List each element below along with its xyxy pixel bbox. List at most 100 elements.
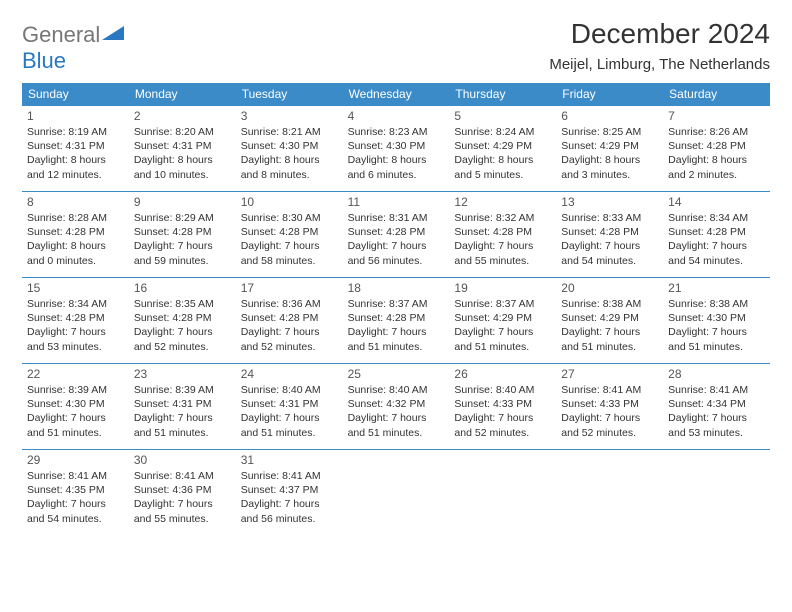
daylight-text-2: and 3 minutes. [561, 168, 658, 182]
daylight-text-1: Daylight: 7 hours [348, 325, 445, 339]
day-header: Monday [129, 83, 236, 105]
daylight-text-1: Daylight: 7 hours [134, 411, 231, 425]
empty-cell [343, 449, 450, 535]
day-number: 21 [668, 281, 765, 295]
sunrise-text: Sunrise: 8:37 AM [348, 297, 445, 311]
day-cell: 4Sunrise: 8:23 AMSunset: 4:30 PMDaylight… [343, 105, 450, 191]
day-cell: 5Sunrise: 8:24 AMSunset: 4:29 PMDaylight… [449, 105, 556, 191]
daylight-text-2: and 55 minutes. [134, 512, 231, 526]
sunset-text: Sunset: 4:30 PM [348, 139, 445, 153]
daylight-text-1: Daylight: 7 hours [241, 239, 338, 253]
day-number: 19 [454, 281, 551, 295]
sunrise-text: Sunrise: 8:23 AM [348, 125, 445, 139]
daylight-text-1: Daylight: 7 hours [348, 411, 445, 425]
day-number: 9 [134, 195, 231, 209]
daylight-text-1: Daylight: 7 hours [561, 411, 658, 425]
sunrise-text: Sunrise: 8:20 AM [134, 125, 231, 139]
empty-cell [556, 449, 663, 535]
day-number: 1 [27, 109, 124, 123]
day-number: 16 [134, 281, 231, 295]
sunset-text: Sunset: 4:30 PM [27, 397, 124, 411]
daylight-text-2: and 54 minutes. [561, 254, 658, 268]
logo-triangle-icon [102, 24, 124, 42]
sunrise-text: Sunrise: 8:28 AM [27, 211, 124, 225]
daylight-text-1: Daylight: 8 hours [27, 153, 124, 167]
logo: General Blue [22, 18, 124, 74]
day-cell: 12Sunrise: 8:32 AMSunset: 4:28 PMDayligh… [449, 191, 556, 277]
day-number: 28 [668, 367, 765, 381]
daylight-text-2: and 51 minutes. [454, 340, 551, 354]
daylight-text-2: and 52 minutes. [454, 426, 551, 440]
calendar-grid: SundayMondayTuesdayWednesdayThursdayFrid… [22, 83, 770, 535]
sunset-text: Sunset: 4:28 PM [454, 225, 551, 239]
day-number: 13 [561, 195, 658, 209]
sunset-text: Sunset: 4:31 PM [134, 139, 231, 153]
day-number: 4 [348, 109, 445, 123]
daylight-text-2: and 51 minutes. [668, 340, 765, 354]
day-number: 10 [241, 195, 338, 209]
daylight-text-1: Daylight: 7 hours [27, 411, 124, 425]
daylight-text-1: Daylight: 8 hours [561, 153, 658, 167]
sunrise-text: Sunrise: 8:31 AM [348, 211, 445, 225]
day-cell: 28Sunrise: 8:41 AMSunset: 4:34 PMDayligh… [663, 363, 770, 449]
sunrise-text: Sunrise: 8:38 AM [561, 297, 658, 311]
daylight-text-1: Daylight: 7 hours [668, 239, 765, 253]
daylight-text-1: Daylight: 7 hours [241, 411, 338, 425]
day-number: 3 [241, 109, 338, 123]
daylight-text-1: Daylight: 7 hours [454, 325, 551, 339]
sunrise-text: Sunrise: 8:34 AM [668, 211, 765, 225]
day-cell: 25Sunrise: 8:40 AMSunset: 4:32 PMDayligh… [343, 363, 450, 449]
sunset-text: Sunset: 4:28 PM [134, 311, 231, 325]
day-cell: 27Sunrise: 8:41 AMSunset: 4:33 PMDayligh… [556, 363, 663, 449]
sunrise-text: Sunrise: 8:40 AM [348, 383, 445, 397]
sunrise-text: Sunrise: 8:38 AM [668, 297, 765, 311]
day-cell: 29Sunrise: 8:41 AMSunset: 4:35 PMDayligh… [22, 449, 129, 535]
sunrise-text: Sunrise: 8:41 AM [241, 469, 338, 483]
empty-cell [663, 449, 770, 535]
day-cell: 6Sunrise: 8:25 AMSunset: 4:29 PMDaylight… [556, 105, 663, 191]
daylight-text-2: and 51 minutes. [27, 426, 124, 440]
daylight-text-1: Daylight: 7 hours [241, 325, 338, 339]
day-number: 30 [134, 453, 231, 467]
day-number: 5 [454, 109, 551, 123]
day-cell: 17Sunrise: 8:36 AMSunset: 4:28 PMDayligh… [236, 277, 343, 363]
sunset-text: Sunset: 4:36 PM [134, 483, 231, 497]
day-cell: 15Sunrise: 8:34 AMSunset: 4:28 PMDayligh… [22, 277, 129, 363]
sunrise-text: Sunrise: 8:32 AM [454, 211, 551, 225]
day-number: 22 [27, 367, 124, 381]
daylight-text-2: and 59 minutes. [134, 254, 231, 268]
sunset-text: Sunset: 4:29 PM [561, 139, 658, 153]
page-title: December 2024 [549, 18, 770, 50]
day-cell: 9Sunrise: 8:29 AMSunset: 4:28 PMDaylight… [129, 191, 236, 277]
sunrise-text: Sunrise: 8:29 AM [134, 211, 231, 225]
sunset-text: Sunset: 4:34 PM [668, 397, 765, 411]
day-number: 17 [241, 281, 338, 295]
day-number: 8 [27, 195, 124, 209]
logo-text-blue: Blue [22, 48, 66, 73]
daylight-text-2: and 54 minutes. [27, 512, 124, 526]
sunrise-text: Sunrise: 8:41 AM [134, 469, 231, 483]
daylight-text-2: and 10 minutes. [134, 168, 231, 182]
day-number: 24 [241, 367, 338, 381]
sunrise-text: Sunrise: 8:34 AM [27, 297, 124, 311]
sunset-text: Sunset: 4:29 PM [454, 311, 551, 325]
sunrise-text: Sunrise: 8:33 AM [561, 211, 658, 225]
sunset-text: Sunset: 4:28 PM [348, 311, 445, 325]
sunset-text: Sunset: 4:28 PM [134, 225, 231, 239]
day-number: 27 [561, 367, 658, 381]
day-cell: 3Sunrise: 8:21 AMSunset: 4:30 PMDaylight… [236, 105, 343, 191]
day-cell: 8Sunrise: 8:28 AMSunset: 4:28 PMDaylight… [22, 191, 129, 277]
day-header: Friday [556, 83, 663, 105]
day-cell: 19Sunrise: 8:37 AMSunset: 4:29 PMDayligh… [449, 277, 556, 363]
daylight-text-2: and 56 minutes. [241, 512, 338, 526]
sunrise-text: Sunrise: 8:39 AM [27, 383, 124, 397]
daylight-text-2: and 56 minutes. [348, 254, 445, 268]
sunrise-text: Sunrise: 8:41 AM [561, 383, 658, 397]
sunset-text: Sunset: 4:31 PM [134, 397, 231, 411]
sunset-text: Sunset: 4:33 PM [454, 397, 551, 411]
sunset-text: Sunset: 4:30 PM [668, 311, 765, 325]
sunrise-text: Sunrise: 8:25 AM [561, 125, 658, 139]
sunset-text: Sunset: 4:37 PM [241, 483, 338, 497]
daylight-text-2: and 0 minutes. [27, 254, 124, 268]
daylight-text-1: Daylight: 7 hours [561, 239, 658, 253]
